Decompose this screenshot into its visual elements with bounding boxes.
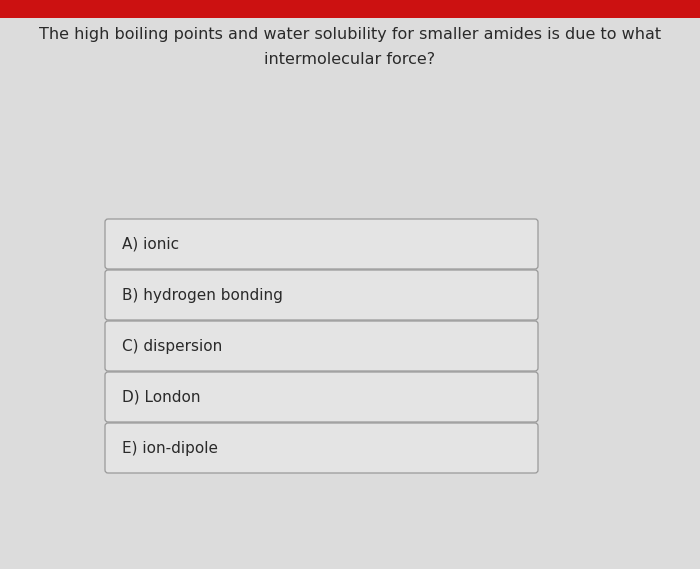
Text: E) ion-dipole: E) ion-dipole [122, 440, 218, 456]
FancyBboxPatch shape [105, 270, 538, 320]
Text: D) London: D) London [122, 390, 200, 405]
FancyBboxPatch shape [105, 372, 538, 422]
Bar [0, 0, 700, 18]
Text: intermolecular force?: intermolecular force? [265, 52, 435, 67]
FancyBboxPatch shape [105, 423, 538, 473]
Text: C) dispersion: C) dispersion [122, 339, 223, 353]
FancyBboxPatch shape [105, 219, 538, 269]
Text: B) hydrogen bonding: B) hydrogen bonding [122, 287, 283, 303]
Text: The high boiling points and water solubility for smaller amides is due to what: The high boiling points and water solubi… [39, 27, 661, 42]
Text: A) ionic: A) ionic [122, 237, 179, 251]
FancyBboxPatch shape [105, 321, 538, 371]
